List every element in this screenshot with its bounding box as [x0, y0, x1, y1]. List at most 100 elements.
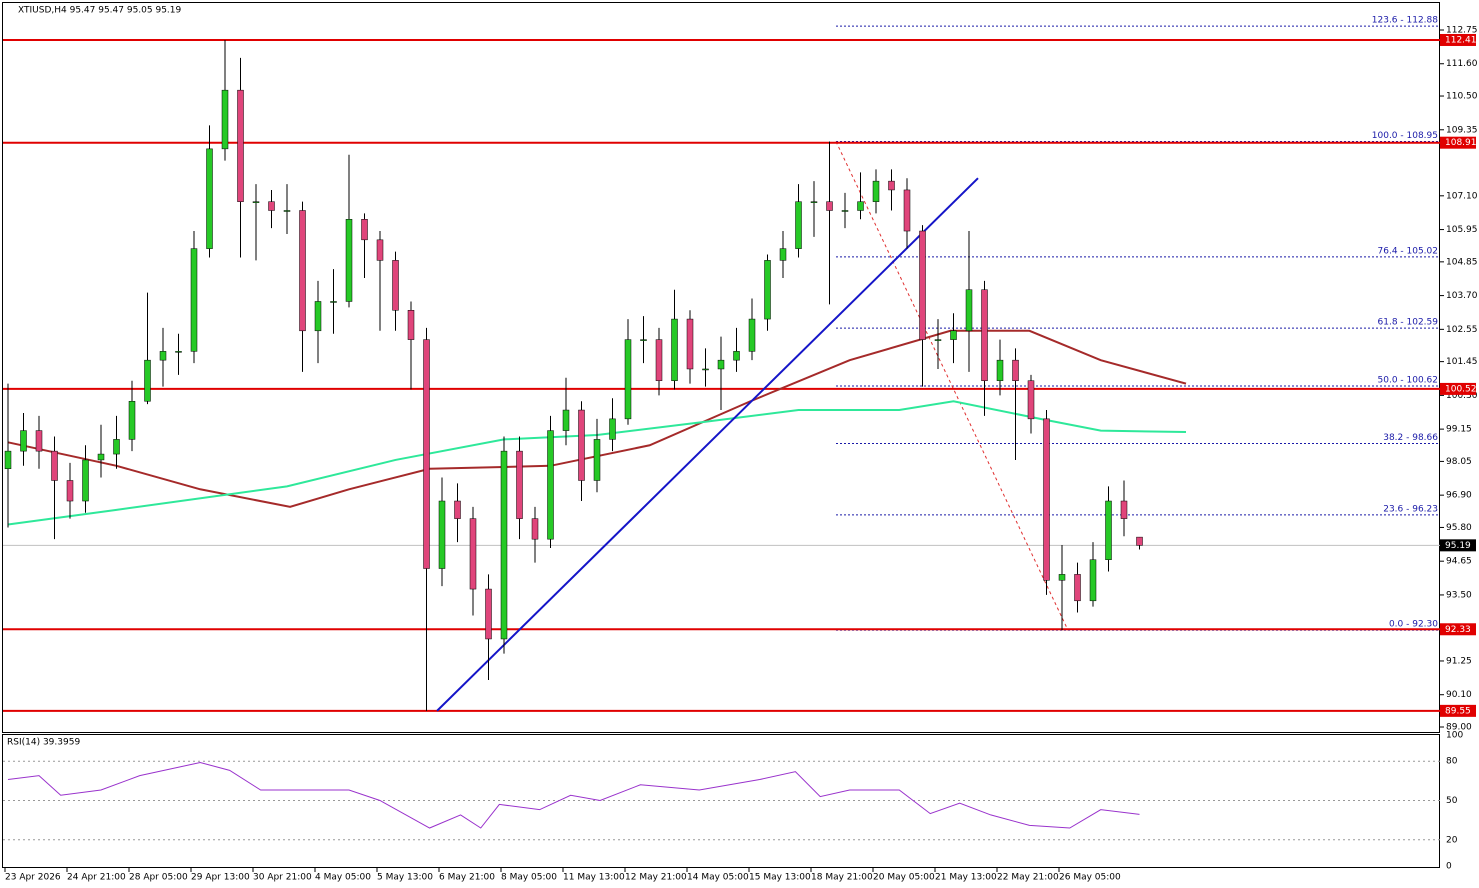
x-tick-label: 22 May 21:00 [997, 873, 1059, 883]
candle-body [547, 430, 554, 540]
level-label: 89.55 [1445, 706, 1471, 716]
candle-body [857, 201, 864, 211]
x-tick-label: 20 May 05:00 [873, 873, 935, 883]
candle-body [733, 351, 740, 361]
candle-body [206, 148, 213, 249]
x-tick-label: 28 Apr 05:00 [129, 873, 188, 883]
candle-body [919, 230, 926, 340]
fib-label: 50.0 - 100.62 [1378, 375, 1439, 385]
candle-body [609, 418, 616, 440]
candle-body [640, 339, 647, 341]
candle-body [872, 180, 880, 202]
y-tick-label: 95.80 [1446, 523, 1472, 533]
candle-body [1058, 574, 1066, 581]
x-tick-label: 4 May 05:00 [315, 873, 371, 883]
candle-body [1012, 359, 1019, 381]
rsi-tick-label: 20 [1446, 835, 1458, 845]
candle-body [810, 201, 818, 203]
y-tick-label: 112.75 [1446, 26, 1478, 36]
candle-body [485, 588, 492, 640]
level-label: 92.33 [1445, 625, 1471, 635]
candle-body [144, 359, 151, 402]
y-tick-label: 101.45 [1446, 357, 1478, 367]
candle-body [1043, 418, 1050, 581]
x-tick-label: 24 Apr 21:00 [67, 873, 126, 883]
level-tag [1440, 382, 1476, 395]
candle-body [531, 518, 539, 540]
y-tick-label: 89.00 [1446, 723, 1472, 733]
rsi-line [7, 761, 1140, 829]
y-tick-label: 109.35 [1446, 125, 1478, 135]
level-label: 108.91 [1445, 138, 1477, 148]
candle-body [159, 351, 167, 361]
candle-body [981, 289, 988, 381]
x-tick-label: 14 May 05:00 [687, 873, 749, 883]
candle-body [407, 310, 415, 340]
candle-body [1027, 380, 1035, 420]
level-tag [1440, 136, 1476, 149]
x-tick-label: 23 Apr 2026 [5, 873, 61, 883]
candle-body [748, 318, 756, 352]
candle-body [888, 180, 895, 191]
candle-body [841, 210, 849, 212]
candle-body [190, 248, 198, 352]
x-tick-label: 8 May 05:00 [501, 873, 557, 883]
y-tick-label: 94.65 [1446, 557, 1472, 567]
candle-body [903, 189, 911, 232]
candle-body [934, 339, 942, 341]
candle-body [516, 450, 523, 519]
y-tick-label: 104.85 [1446, 257, 1478, 267]
candle-body [376, 239, 384, 261]
candle-body [655, 339, 663, 381]
candle-body [702, 368, 709, 371]
candle-body [97, 453, 105, 461]
candle-body [562, 409, 570, 431]
candle-body [1089, 559, 1097, 602]
candle-body [423, 339, 430, 569]
y-tick-label: 100.30 [1446, 391, 1478, 401]
candle-body [795, 201, 802, 249]
y-tick-label: 105.95 [1446, 225, 1478, 235]
candle-body [593, 439, 601, 481]
x-tick-label: 12 May 21:00 [625, 873, 687, 883]
chart-title: XTIUSD,H4 95.47 95.47 95.05 95.19 [18, 6, 182, 16]
candle-body [268, 201, 275, 211]
rsi-tick-label: 100 [1446, 731, 1463, 741]
x-tick-label: 11 May 13:00 [563, 873, 625, 883]
candle-body [965, 289, 973, 332]
x-tick-label: 29 Apr 13:00 [191, 873, 250, 883]
rsi-tick-label: 80 [1446, 757, 1458, 767]
candle-body [469, 518, 477, 590]
trendline [436, 177, 979, 712]
level-label: 100.52 [1445, 384, 1477, 394]
candle-body [4, 450, 12, 469]
fib-diagonal [835, 141, 1069, 631]
x-tick-label: 5 May 13:00 [377, 873, 433, 883]
candle-body [82, 459, 89, 502]
candle-body [826, 201, 833, 211]
candle-body [500, 450, 508, 640]
candle-body [438, 500, 446, 569]
candle-body [113, 439, 120, 455]
candle-body [175, 351, 182, 353]
x-tick-label: 26 May 05:00 [1059, 873, 1121, 883]
candle-body [392, 260, 399, 311]
y-tick-label: 99.15 [1446, 425, 1472, 435]
y-tick-label: 102.55 [1446, 325, 1478, 335]
candle-body [66, 480, 74, 502]
candle-body [283, 210, 291, 212]
candle-body [361, 219, 368, 241]
candle-body [20, 430, 27, 452]
candle-body [1074, 574, 1081, 602]
y-tick-label: 110.50 [1446, 92, 1478, 102]
candle-body [345, 219, 353, 302]
candle-body [950, 330, 957, 340]
fib-label: 61.8 - 102.59 [1378, 318, 1439, 328]
rsi-tick-label: 0 [1446, 862, 1452, 872]
y-tick-label: 98.05 [1446, 457, 1472, 467]
fib-label: 23.6 - 96.23 [1383, 504, 1438, 514]
candle-body [330, 301, 337, 303]
candle-body [128, 400, 136, 440]
y-tick-label: 103.70 [1446, 291, 1478, 301]
